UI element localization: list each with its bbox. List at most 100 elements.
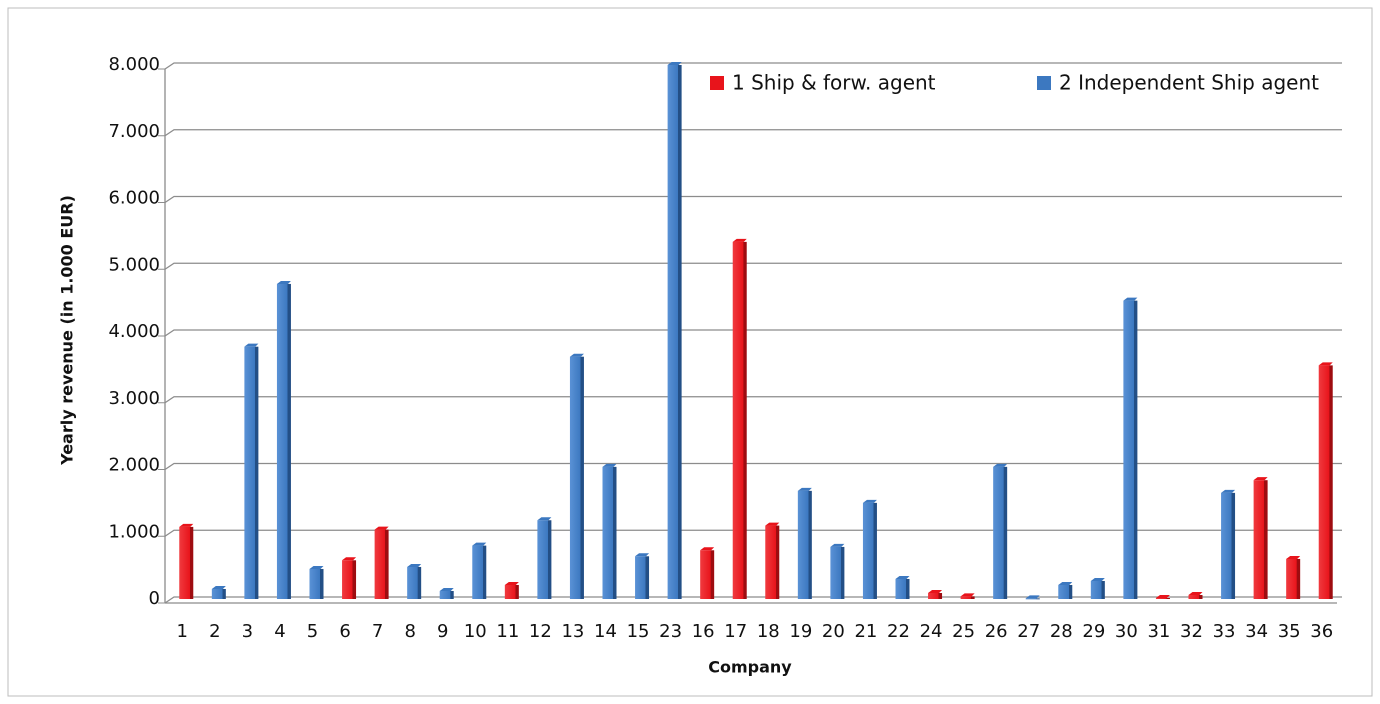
- bar-top: [862, 499, 877, 503]
- x-tick-label: 2: [209, 621, 220, 642]
- x-tick-label: 7: [372, 621, 383, 642]
- bar: [472, 545, 487, 599]
- x-tick-label: 20: [822, 621, 845, 642]
- bar: [374, 529, 389, 599]
- bar-top: [667, 62, 682, 65]
- x-tick-label: 1: [177, 621, 188, 642]
- x-tick-label: 15: [627, 621, 650, 642]
- bar: [569, 356, 584, 599]
- bar-top: [830, 543, 845, 547]
- grid-line: [164, 596, 1342, 604]
- bar-top: [439, 587, 454, 591]
- bar: [211, 588, 226, 599]
- y-tick-label: 0: [149, 588, 160, 609]
- bar-top: [569, 353, 584, 357]
- grid-line: [164, 262, 1342, 270]
- x-tick-label: 36: [1310, 621, 1333, 642]
- bar-top: [1318, 362, 1333, 366]
- bar-top: [211, 585, 226, 589]
- bar: [342, 560, 357, 599]
- x-tick-label: 30: [1115, 621, 1138, 642]
- x-tick-label: 32: [1180, 621, 1203, 642]
- bar: [1123, 300, 1138, 599]
- bar-top: [1123, 297, 1138, 301]
- bar: [830, 546, 845, 599]
- grid-line: [164, 329, 1342, 337]
- x-tick-label: 11: [496, 621, 519, 642]
- bar-top: [276, 280, 291, 284]
- x-axis-title: Company: [708, 658, 792, 677]
- bar: [439, 590, 454, 599]
- bar-top: [1221, 489, 1236, 493]
- bar-top: [504, 581, 519, 585]
- x-tick-label: 16: [692, 621, 715, 642]
- bar: [1318, 365, 1333, 599]
- x-tick-label: 18: [757, 621, 780, 642]
- bar-top: [1025, 595, 1040, 599]
- bar-top: [374, 526, 389, 530]
- grid-line: [164, 129, 1342, 137]
- x-tick-label: 31: [1147, 621, 1170, 642]
- bar: [504, 584, 519, 599]
- bar: [960, 596, 975, 599]
- bar: [862, 502, 877, 599]
- bar: [993, 466, 1008, 599]
- bar-top: [472, 542, 487, 546]
- bar-top: [928, 589, 943, 593]
- bar: [635, 556, 650, 599]
- bar-top: [1090, 577, 1105, 581]
- y-tick-label: 8.000: [108, 54, 160, 75]
- bar: [244, 346, 259, 599]
- grid-line: [164, 195, 1342, 204]
- x-tick-label: 10: [464, 621, 487, 642]
- bar-top: [895, 575, 910, 579]
- bar: [1090, 580, 1105, 599]
- x-tick-label: 6: [339, 621, 350, 642]
- bar-top: [732, 238, 747, 242]
- bar: [1155, 597, 1170, 599]
- x-tick-label: 26: [985, 621, 1008, 642]
- y-tick-label: 1.000: [108, 521, 160, 542]
- x-tick-label: 5: [307, 621, 318, 642]
- bar-top: [602, 463, 617, 467]
- bar: [667, 65, 682, 599]
- bar-top: [700, 547, 715, 551]
- bar: [276, 283, 291, 599]
- x-tick-label: 28: [1050, 621, 1073, 642]
- legend-swatch: [1037, 76, 1051, 90]
- bar: [407, 566, 422, 599]
- bar-top: [960, 593, 975, 597]
- bar-top: [342, 557, 357, 561]
- y-tick-label: 4.000: [108, 321, 160, 342]
- bar-top: [635, 553, 650, 557]
- x-tick-label: 14: [594, 621, 617, 642]
- grid-line: [164, 529, 1342, 537]
- bar: [602, 466, 617, 599]
- bar: [797, 490, 812, 599]
- y-axis-title: Yearly revenue (in 1.000 EUR): [58, 195, 77, 466]
- bar-top: [1058, 581, 1073, 585]
- legend-label: 1 Ship & forw. agent: [732, 71, 936, 95]
- x-tick-label: 8: [404, 621, 415, 642]
- bar: [1058, 584, 1073, 599]
- x-tick-label: 21: [854, 621, 877, 642]
- bar: [895, 578, 910, 599]
- bar-top: [1155, 594, 1170, 598]
- x-tick-label: 34: [1245, 621, 1268, 642]
- chart-frame: [7, 7, 1373, 697]
- bar: [309, 568, 324, 599]
- grid-line: [164, 462, 1342, 471]
- bar: [1025, 598, 1040, 600]
- x-tick-label: 12: [529, 621, 552, 642]
- x-tick-label: 17: [724, 621, 747, 642]
- bar-top: [537, 517, 552, 521]
- bar: [700, 550, 715, 599]
- x-tick-label: 9: [437, 621, 448, 642]
- y-tick-label: 5.000: [108, 254, 160, 275]
- bar: [179, 526, 194, 599]
- bar-top: [1286, 555, 1301, 559]
- bar: [732, 241, 747, 599]
- bar-top: [407, 563, 422, 567]
- bar-top: [309, 565, 324, 569]
